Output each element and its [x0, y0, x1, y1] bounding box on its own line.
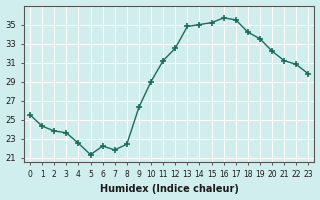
X-axis label: Humidex (Indice chaleur): Humidex (Indice chaleur) [100, 184, 239, 194]
